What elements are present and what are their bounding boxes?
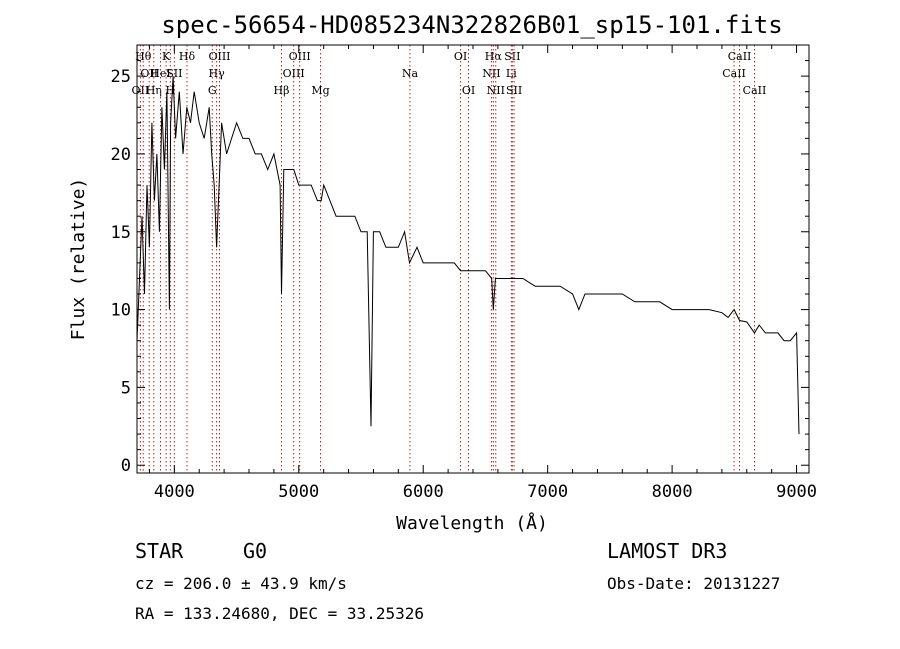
obs-date: Obs-Date: 20131227: [607, 574, 780, 593]
x-tick-label: 4000: [154, 482, 195, 502]
line-label: Hγ: [209, 67, 226, 80]
y-axis-label: Flux (relative): [68, 178, 89, 341]
line-label: Hβ: [274, 84, 290, 97]
line-label: OI: [454, 50, 467, 63]
ra-dec: RA = 133.24680, DEC = 33.25326: [135, 604, 424, 623]
line-label: OII: [132, 84, 150, 97]
line-label: Na: [402, 67, 419, 80]
x-tick-label: 6000: [403, 482, 444, 502]
line-label: Hα: [485, 50, 503, 63]
line-label: OIII: [283, 67, 305, 80]
line-label: SII: [166, 67, 182, 80]
line-label: K: [162, 50, 171, 63]
y-tick-label: 15: [111, 223, 131, 243]
spectrum-series: [136, 76, 800, 435]
line-label: CaII: [728, 50, 752, 63]
line-label: H: [166, 84, 176, 97]
spectrum-line: [136, 76, 800, 435]
survey-name: LAMOST DR3: [607, 539, 727, 563]
x-tick-label: 5000: [278, 482, 319, 502]
y-tick-label: 20: [111, 145, 131, 165]
line-label: CaII: [743, 84, 767, 97]
object-subclass: G0: [243, 539, 267, 563]
line-label: Hθ: [135, 50, 152, 63]
redshift-cz: cz = 206.0 ± 43.9 km/s: [135, 574, 347, 593]
x-tick-label: 7000: [527, 482, 568, 502]
line-label: Mg: [311, 84, 329, 97]
axis-ticks: 4000 5000 6000 7000 8000 9000 0 5 10 15 20 25: [111, 45, 817, 502]
x-axis-label: Wavelength (Å): [396, 512, 548, 534]
x-tick-label: 8000: [652, 482, 693, 502]
chart-title: spec-56654-HD085234N322826B01_sp15-101.f…: [161, 11, 782, 39]
y-tick-label: 10: [111, 301, 131, 321]
line-label: SII: [504, 50, 520, 63]
y-tick-label: 5: [121, 378, 131, 398]
y-tick-label: 25: [111, 67, 131, 87]
line-label: G: [208, 84, 217, 97]
line-label: Hη: [146, 84, 162, 97]
line-label: OIII: [208, 50, 230, 63]
line-label: OI: [462, 84, 475, 97]
line-label: Hδ: [179, 50, 196, 63]
plot-frame: [136, 44, 810, 474]
spectral-line-markers: OIIHθOIIHηHeIKHSIIHδGHγOIIIHβOIIIOIIIMgN…: [132, 45, 767, 473]
line-label: CaII: [722, 67, 746, 80]
y-tick-label: 0: [121, 456, 131, 476]
line-label: NII: [487, 84, 505, 97]
line-label: Li: [506, 67, 517, 80]
x-tick-label: 9000: [776, 482, 817, 502]
line-label: SII: [506, 84, 522, 97]
object-class: STAR: [135, 539, 184, 563]
line-label: OIII: [289, 50, 311, 63]
line-label: NII: [482, 67, 500, 80]
